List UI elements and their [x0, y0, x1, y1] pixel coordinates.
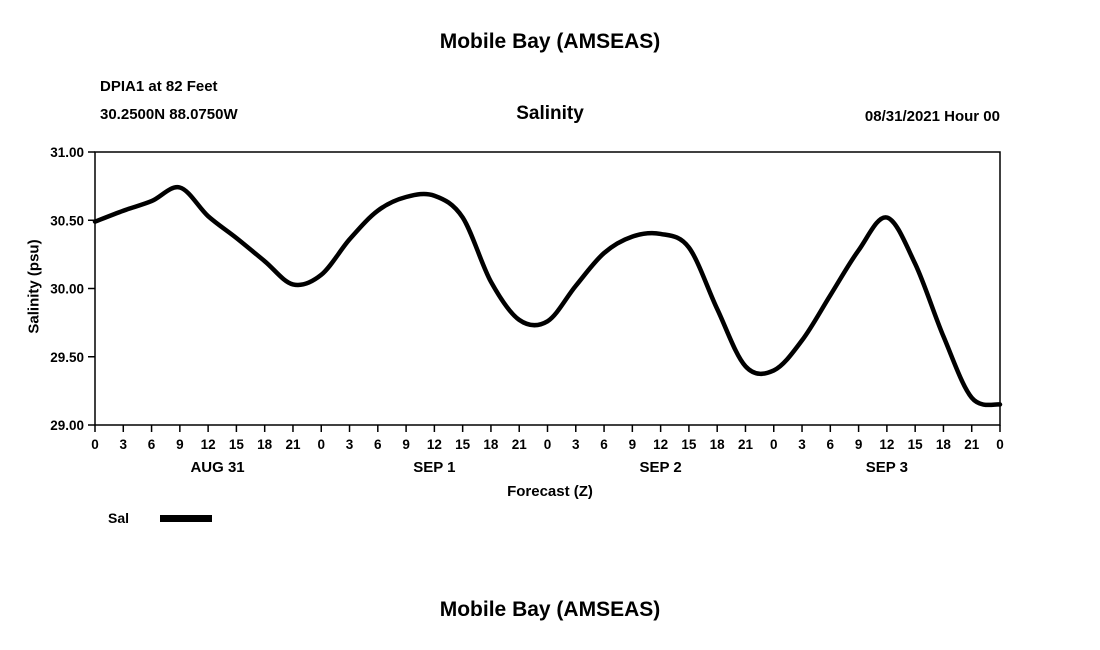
x-tick-label: 15 — [455, 437, 471, 452]
x-tick-label: 15 — [681, 437, 697, 452]
x-tick-label: 0 — [317, 437, 325, 452]
x-tick-label: 18 — [483, 437, 499, 452]
x-tick-label: 9 — [855, 437, 863, 452]
run-time-label: 08/31/2021 Hour 00 — [864, 108, 1000, 125]
x-tick-label: 18 — [710, 437, 726, 452]
x-tick-label: 3 — [572, 437, 580, 452]
x-day-label: SEP 2 — [639, 459, 681, 476]
x-tick-label: 15 — [229, 437, 245, 452]
chart-title: Salinity — [516, 103, 584, 124]
x-tick-label: 12 — [879, 437, 894, 452]
x-tick-label: 3 — [346, 437, 354, 452]
y-tick-label: 29.50 — [50, 350, 84, 365]
legend-line-swatch — [160, 515, 212, 522]
x-tick-label: 0 — [544, 437, 552, 452]
x-tick-label: 9 — [629, 437, 637, 452]
legend-series-label: Sal — [108, 510, 130, 526]
station-label: DPIA1 at 82 Feet — [100, 78, 218, 95]
next-chart-title: Mobile Bay (AMSEAS) — [439, 598, 661, 621]
x-tick-label: 3 — [798, 437, 806, 452]
y-tick-label: 29.00 — [50, 418, 84, 433]
page-title: Mobile Bay (AMSEAS) — [439, 30, 661, 53]
x-day-label: AUG 31 — [190, 459, 244, 476]
x-day-label: SEP 1 — [413, 459, 455, 476]
x-tick-label: 6 — [148, 437, 156, 452]
x-tick-label: 15 — [908, 437, 924, 452]
x-day-label: SEP 3 — [866, 459, 908, 476]
x-tick-label: 9 — [402, 437, 410, 452]
x-axis-label: Forecast (Z) — [507, 483, 593, 500]
salinity-line-chart: 29.00 29.50 30.00 30.50 31.00 0 3 6 9 12 15 18 21 0 3 6… — [50, 145, 1004, 476]
y-tick-label: 30.00 — [50, 282, 84, 297]
coordinates-label: 30.2500N 88.0750W — [100, 106, 238, 123]
x-tick-label: 3 — [120, 437, 128, 452]
x-tick-label: 18 — [936, 437, 952, 452]
x-tick-label: 21 — [738, 437, 754, 452]
y-tick-label: 30.50 — [50, 213, 84, 228]
x-tick-label: 18 — [257, 437, 273, 452]
x-tick-label: 0 — [91, 437, 99, 452]
x-tick-label: 6 — [600, 437, 608, 452]
x-tick-label: 21 — [964, 437, 980, 452]
x-tick-label: 12 — [201, 437, 216, 452]
x-tick-label: 6 — [827, 437, 835, 452]
x-tick-label: 0 — [996, 437, 1004, 452]
x-tick-label: 9 — [176, 437, 184, 452]
y-tick-label: 31.00 — [50, 145, 84, 160]
x-tick-label: 21 — [285, 437, 301, 452]
plot-frame — [94, 151, 1001, 426]
salinity-curve — [92, 184, 1003, 408]
x-tick-label: 6 — [374, 437, 382, 452]
x-tick-label: 0 — [770, 437, 778, 452]
x-tick-label: 12 — [427, 437, 442, 452]
x-tick-label: 12 — [653, 437, 668, 452]
x-tick-label: 21 — [512, 437, 528, 452]
